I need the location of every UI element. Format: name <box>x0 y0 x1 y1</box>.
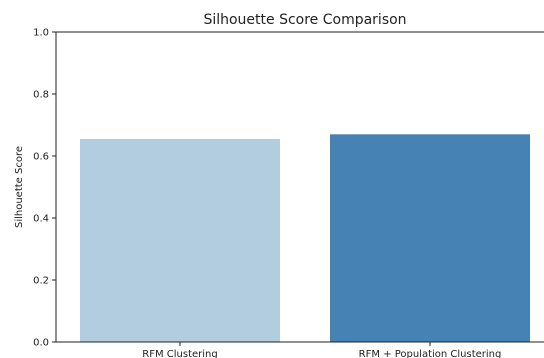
y-tick-label: 0.2 <box>33 276 49 287</box>
bar-1 <box>80 138 280 342</box>
y-tick-label: 0.8 <box>33 90 49 101</box>
y-tick-label: 0.4 <box>33 214 49 225</box>
x-tick-label: RFM + Population Clustering <box>359 349 502 358</box>
y-axis-label: Silhouette Score <box>14 146 25 228</box>
y-ticks-group: 0.0 0.2 0.4 0.6 0.8 1.0 <box>33 28 56 349</box>
y-tick-label: 0.0 <box>33 338 49 349</box>
x-tick-label: RFM Clustering <box>142 349 217 358</box>
y-tick-label: 0.6 <box>33 152 49 163</box>
x-ticks-group: RFM Clustering RFM + Population Clusterin… <box>142 342 501 358</box>
chart-title: Silhouette Score Comparison <box>203 12 406 28</box>
bar-2 <box>330 134 530 342</box>
bars-group <box>80 134 530 342</box>
axes-group <box>55 31 544 343</box>
y-tick-label: 1.0 <box>33 28 49 39</box>
